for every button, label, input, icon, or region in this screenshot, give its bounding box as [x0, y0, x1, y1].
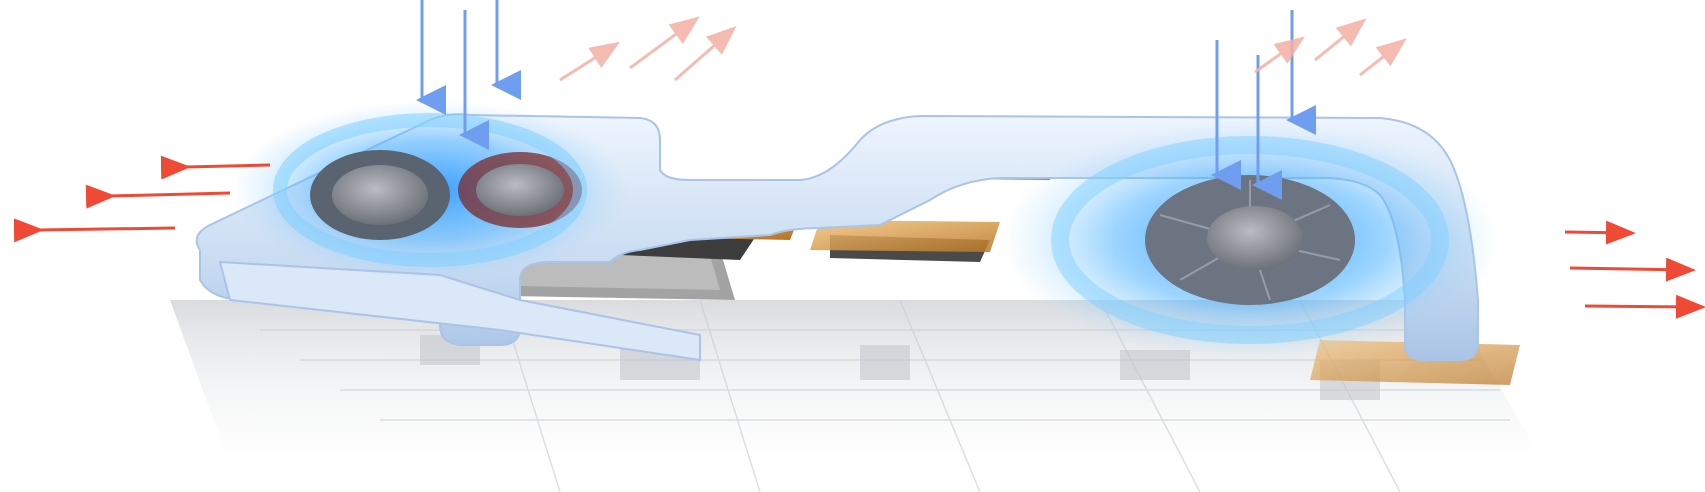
left-fans	[230, 100, 630, 280]
intake-arrows	[416, 0, 1316, 200]
exhaust-arrows-right	[1564, 220, 1705, 319]
right-fan-group	[1000, 120, 1500, 360]
warm-air-arrows	[559, 16, 1407, 82]
exhaust-arrows-left	[13, 155, 271, 243]
